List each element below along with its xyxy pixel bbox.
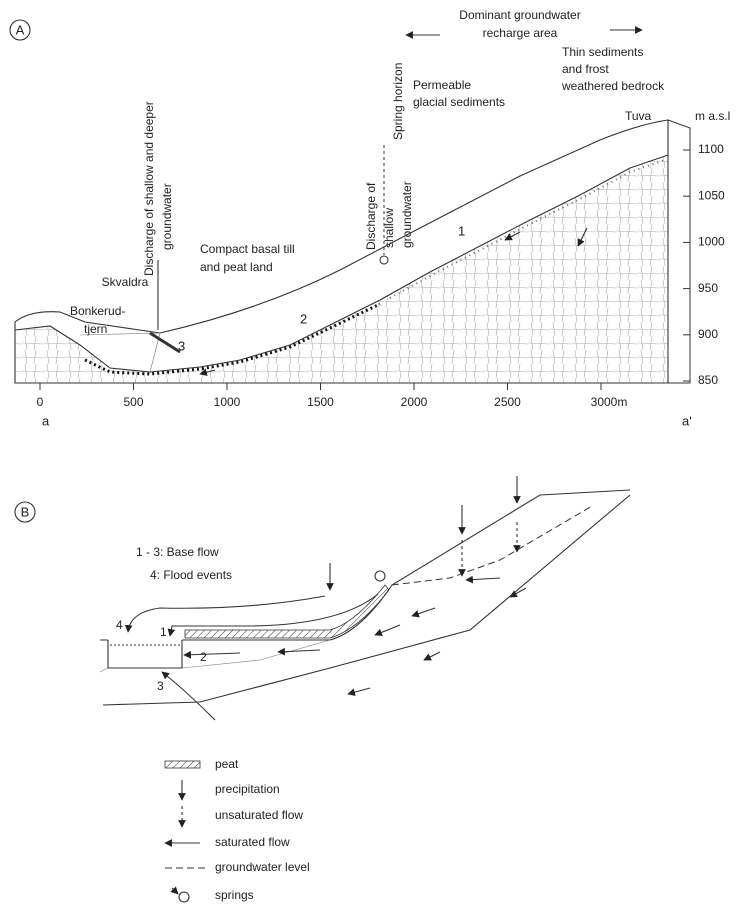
saturated-arrow [509,587,527,598]
note: groundwater [160,183,174,250]
distance-ticks: 0 500 1000 1500 2000 2500 3000m [37,383,628,409]
tick-label: 0 [37,395,44,409]
panel-a: A Dominant groundwater recharge area Thi… [9,8,730,428]
place: tjern [84,322,107,336]
legend-label: groundwater level [215,860,310,874]
flow-number: 1 [160,625,167,639]
tick-label: 1000 [698,235,725,249]
tick-label: 2500 [494,395,521,409]
legend-label: peat [215,757,239,771]
scale-box [667,119,691,384]
note: Discharge of shallow and deeper [142,101,156,276]
tick-label: 850 [698,373,718,387]
saturated-arrow [347,687,371,696]
flow-number: 3 [157,679,164,693]
flow-arrow [577,227,588,247]
panel-badge [9,19,31,41]
flow-arrow [199,368,216,376]
legend-label: saturated flow [215,835,290,849]
panel-label: A [16,22,25,37]
panel-badge [14,501,36,523]
tick-label: 1100 [698,142,724,156]
tick-label: 1500 [307,395,334,409]
place: Bonkerud- [70,304,125,318]
note: Compact basal till [200,242,295,256]
tick-label: 1050 [698,188,725,202]
tick-label: 3000m [591,395,628,409]
note: and frost [562,62,609,76]
legend-label: precipitation [215,782,280,796]
note: Spring horizon [391,63,405,140]
tick-label: 1000 [214,395,241,409]
lower-line [99,639,331,673]
tick-label: 900 [698,327,718,341]
flow-number: 4 [116,618,123,632]
legend-icon [178,891,190,903]
flow-number: 2 [200,650,207,664]
groundwater-level [391,505,593,586]
zone-label: 2 [300,311,307,326]
base-flow [167,593,379,637]
panel-b: B 1 - 3: Base flow 4: Flood events 1 2 3… [14,476,631,903]
zone-label: 1 [458,223,465,238]
base-flow [161,671,216,721]
discharge-zone [149,331,181,354]
saturated-arrow [374,624,401,637]
note: glacial sediments [413,95,505,109]
flow-arrow [504,231,521,241]
block-top [14,119,669,334]
saturated-arrow [277,647,321,656]
note: Discharge of [364,182,378,250]
tick-label: 2000 [401,395,428,409]
axis-unit: m a.s.l [695,109,730,123]
note: Dominant groundwater [459,8,580,22]
panel-label: B [21,504,30,519]
note: shallow [382,208,396,248]
key: 1 - 3: Base flow [136,545,219,559]
profile-end: a [42,413,50,428]
zone-label: 3 [178,338,185,353]
saturated-arrow [423,651,441,661]
peat-strip [184,584,390,639]
legend-icon [164,760,201,769]
legend-label: springs [215,888,254,902]
note: groundwater [400,181,414,248]
note: recharge area [483,26,558,40]
place: Skvaldra [102,275,149,289]
legend-label: unsaturated flow [215,808,303,822]
boulder-layer [389,159,666,299]
spring [379,255,389,265]
saturated-arrow [411,607,436,618]
lake [79,332,161,373]
place: Tuva [625,109,652,123]
ground-surface [100,489,631,641]
note: and peat land [200,260,273,274]
key: 4: Flood events [150,568,232,582]
elevation-ticks: 1100 1050 1000 950 900 850 [683,142,725,387]
note: weathered bedrock [561,79,665,93]
legend-icon [170,886,179,895]
tick-label: 950 [698,281,718,295]
profile-end: a' [682,413,692,428]
note: Thin sediments [562,45,643,59]
bedrock-surface [102,494,631,706]
tick-label: 500 [123,395,143,409]
lake [107,640,183,669]
flood-flow [124,595,326,633]
spring [374,570,386,582]
saturated-arrow [465,575,501,584]
note: Permeable [413,78,471,92]
base-flow [183,650,241,659]
